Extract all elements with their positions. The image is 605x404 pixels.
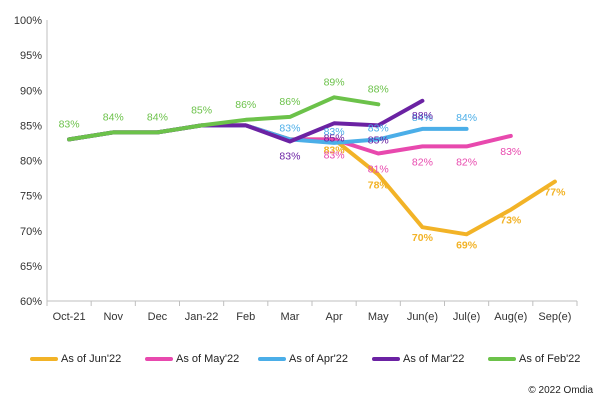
- data-label: 69%: [456, 239, 478, 251]
- chart-axes: 60% 65% 70% 75% 80% 85% 90% 95% 100% Oct-21 Nov Dec…: [14, 15, 578, 323]
- x-tick-label: Mar: [280, 311, 299, 323]
- data-label: 85%: [368, 134, 389, 146]
- data-label: 83%: [500, 146, 521, 158]
- legend-item: As of Jun'22: [30, 349, 121, 369]
- data-label: 73%: [500, 215, 522, 227]
- data-label: 84%: [103, 111, 124, 123]
- data-label: 83%: [59, 118, 80, 130]
- x-tick-label: Nov: [103, 311, 123, 323]
- y-tick-label: 90%: [20, 85, 42, 97]
- series-layer: [67, 95, 557, 237]
- x-tick-label: Jun(e): [407, 311, 438, 323]
- legend-item: As of May'22: [145, 349, 239, 369]
- data-label: 81%: [368, 163, 389, 175]
- legend-label: As of Jun'22: [61, 353, 122, 365]
- data-label: 84%: [412, 112, 433, 124]
- data-label: 77%: [544, 187, 566, 199]
- x-tick-label: Oct-21: [53, 311, 86, 323]
- x-tick-label: Aug(e): [494, 311, 527, 323]
- x-tick-label: May: [368, 311, 389, 323]
- data-label: 83%: [324, 144, 346, 156]
- data-labels: 83%78%70%69%73%77%83%81%82% 82%83%83% 83% 8…: [59, 76, 567, 251]
- data-label: 70%: [412, 232, 434, 244]
- legend-swatch: [488, 357, 516, 361]
- copyright-text: © 2022 Omdia: [528, 385, 593, 396]
- legend-label: As of May'22: [176, 353, 240, 365]
- data-label: 83%: [279, 151, 300, 163]
- x-tick-label: Feb: [236, 311, 255, 323]
- data-label: 86%: [235, 99, 256, 111]
- x-tick-label: Sep(e): [538, 311, 571, 323]
- legend: As of Jun'22 As of May'22 As of Apr'22 As o…: [0, 349, 605, 369]
- x-tick-label: Jan-22: [185, 311, 219, 323]
- data-label: 82%: [412, 156, 433, 168]
- legend-label: As of Mar'22: [403, 353, 465, 365]
- legend-item: As of Apr'22: [258, 349, 348, 369]
- data-label: 78%: [368, 180, 390, 192]
- y-tick-label: 85%: [20, 120, 42, 132]
- data-label: 83%: [324, 149, 345, 161]
- data-label: 82%: [456, 156, 477, 168]
- y-tick-label: 100%: [14, 15, 42, 27]
- legend-item: As of Mar'22: [372, 349, 464, 369]
- data-label: 88%: [368, 83, 389, 95]
- data-label: 84%: [147, 111, 168, 123]
- y-tick-label: 65%: [20, 261, 42, 273]
- data-label: 83%: [279, 122, 300, 134]
- x-tick-label: Jul(e): [453, 311, 481, 323]
- data-label: 84%: [456, 112, 477, 124]
- data-label: 89%: [324, 76, 345, 88]
- x-tick-label: Dec: [148, 311, 168, 323]
- data-label: 83%: [324, 126, 345, 138]
- data-label: 86%: [279, 96, 300, 108]
- legend-item: As of Feb'22: [488, 349, 580, 369]
- legend-swatch: [145, 357, 173, 361]
- data-label: 85%: [191, 104, 212, 116]
- y-tick-label: 70%: [20, 226, 42, 238]
- legend-swatch: [372, 357, 400, 361]
- legend-label: As of Apr'22: [289, 353, 348, 365]
- x-tick-label: Apr: [326, 311, 343, 323]
- y-tick-label: 80%: [20, 156, 42, 168]
- data-label: 83%: [368, 122, 389, 134]
- data-label: 85%: [324, 132, 345, 144]
- data-label: 88%: [412, 110, 433, 122]
- y-tick-label: 75%: [20, 191, 42, 203]
- legend-swatch: [258, 357, 286, 361]
- legend-swatch: [30, 357, 58, 361]
- legend-label: As of Feb'22: [519, 353, 581, 365]
- series-line-4: [67, 95, 381, 142]
- y-tick-label: 95%: [20, 50, 42, 62]
- y-tick-label: 60%: [20, 296, 42, 308]
